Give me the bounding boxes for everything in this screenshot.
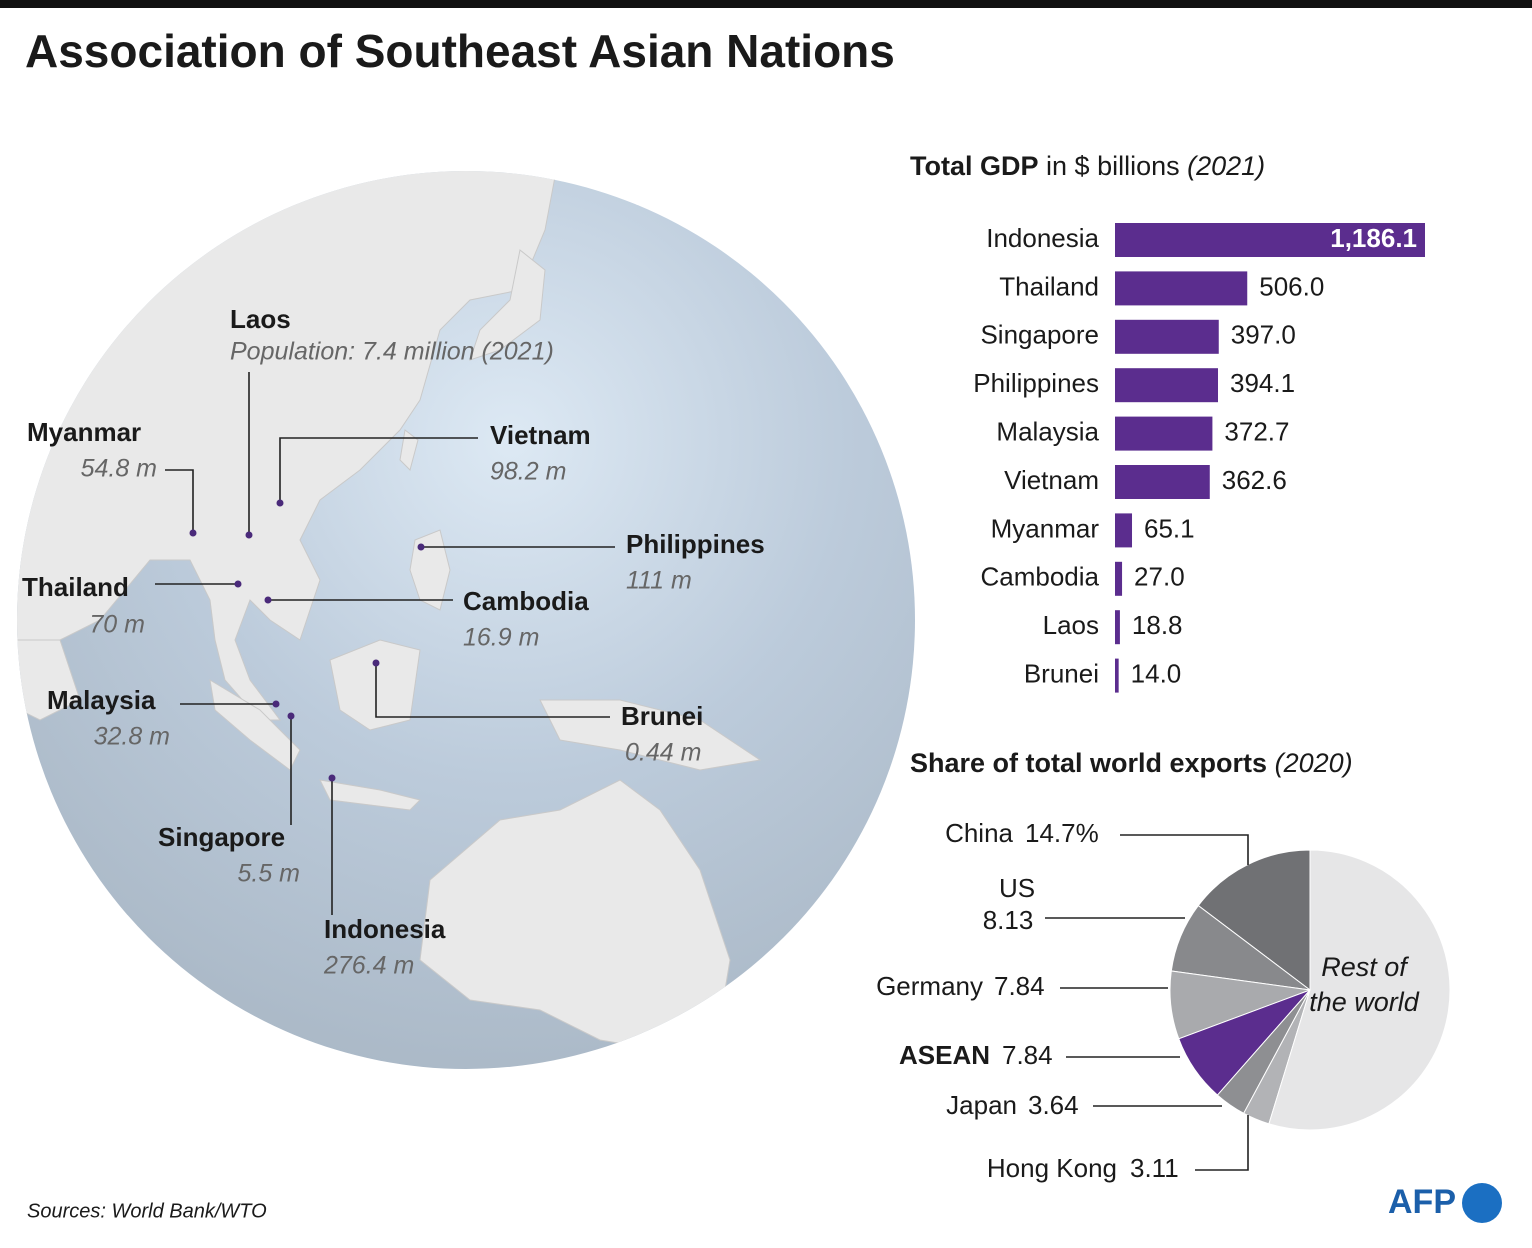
country-name: Singapore	[158, 822, 285, 852]
category-label: Germany	[876, 971, 983, 1001]
leader-line	[375, 663, 610, 718]
globe	[17, 171, 915, 1069]
population: 70 m	[89, 611, 145, 639]
category-label: Philippines	[973, 368, 1099, 398]
bar	[1115, 319, 1219, 354]
country-name: Vietnam	[490, 420, 591, 450]
category-label: Singapore	[980, 320, 1099, 350]
population: 276.4 m	[323, 952, 414, 980]
rest-label-box: Rest of the world	[1309, 952, 1419, 1017]
location-dot	[276, 499, 284, 507]
leader-line	[1120, 834, 1249, 865]
gdp-title: Total GDP in $ billions (2021)	[910, 151, 1265, 181]
category-label: Thailand	[999, 271, 1099, 301]
population: 5.5 m	[237, 860, 300, 888]
leader-line	[1195, 1115, 1249, 1171]
value-label: 7.84	[1002, 1040, 1053, 1070]
value-label: 8.13	[983, 905, 1034, 935]
leader-line	[279, 437, 478, 503]
top-rule	[0, 0, 1532, 8]
location-dot	[272, 700, 280, 708]
bar	[1115, 658, 1119, 693]
category-label: Malaysia	[996, 416, 1099, 446]
value-label: 506.0	[1259, 271, 1324, 301]
value-label: 362.6	[1222, 465, 1287, 495]
country-name: Malaysia	[47, 685, 156, 715]
population: 98.2 m	[490, 458, 566, 486]
value-label: 14.0	[1131, 658, 1182, 688]
pie-slice	[1268, 849, 1451, 1131]
value-label: 394.1	[1230, 368, 1295, 398]
value-label: 1,186.1	[1330, 223, 1417, 253]
location-dot	[417, 543, 425, 551]
location-dot	[234, 580, 242, 588]
value-label: 372.7	[1224, 416, 1289, 446]
bar	[1115, 610, 1120, 645]
category-label: Myanmar	[991, 513, 1100, 543]
value-label: 397.0	[1231, 320, 1296, 350]
value-label: 18.8	[1132, 610, 1183, 640]
location-dot	[189, 529, 197, 537]
country-name: Thailand	[22, 572, 129, 602]
bar	[1115, 465, 1210, 499]
location-dot	[287, 712, 295, 720]
category-label: Laos	[1043, 610, 1099, 640]
value-label: 3.11	[1130, 1153, 1179, 1183]
population: 0.44 m	[625, 739, 701, 767]
value-label: 3.64	[1028, 1090, 1079, 1120]
page-title: Association of Southeast Asian Nations	[25, 25, 895, 77]
bar	[1115, 223, 1425, 257]
country-name: Cambodia	[463, 586, 589, 616]
source: Sources: World Bank/WTO	[27, 1200, 267, 1222]
category-label: Japan	[946, 1090, 1017, 1120]
category-label: Brunei	[1024, 658, 1099, 688]
value-label: 14.7%	[1025, 818, 1099, 848]
category-label: Rest of the world	[1309, 952, 1419, 1017]
logo-mark	[1462, 1183, 1502, 1223]
country-name: Philippines	[626, 529, 765, 559]
location-dot	[245, 531, 253, 539]
population: 16.9 m	[463, 624, 539, 652]
bar	[1115, 513, 1133, 548]
country-name: Myanmar	[27, 417, 141, 447]
leader-line	[165, 469, 194, 533]
bar	[1115, 416, 1213, 451]
population: Population: 7.4 million (2021)	[230, 338, 554, 366]
bar	[1115, 561, 1123, 596]
category-label: ASEAN	[899, 1040, 990, 1070]
country-name: Indonesia	[324, 914, 446, 944]
category-label: Indonesia	[986, 223, 1099, 253]
exports-title: Share of total world exports (2020)	[910, 748, 1353, 778]
logo: AFP	[1388, 1183, 1456, 1221]
category-label: Cambodia	[980, 562, 1099, 592]
value-label: 27.0	[1134, 562, 1185, 592]
bar	[1115, 271, 1248, 306]
category-label: US	[999, 873, 1035, 903]
bar	[1115, 368, 1219, 403]
location-dot	[328, 774, 336, 782]
category-label: China	[945, 818, 1013, 848]
population: 54.8 m	[81, 455, 157, 483]
population: 32.8 m	[94, 723, 170, 751]
value-label: 7.84	[994, 971, 1045, 1001]
value-label: 65.1	[1144, 513, 1195, 543]
country-name: Laos	[230, 304, 291, 334]
location-dot	[372, 659, 380, 667]
location-dot	[264, 596, 272, 604]
country-name: Brunei	[621, 701, 703, 731]
category-label: Hong Kong	[987, 1153, 1117, 1183]
population: 111 m	[626, 567, 692, 595]
category-label: Vietnam	[1004, 465, 1099, 495]
